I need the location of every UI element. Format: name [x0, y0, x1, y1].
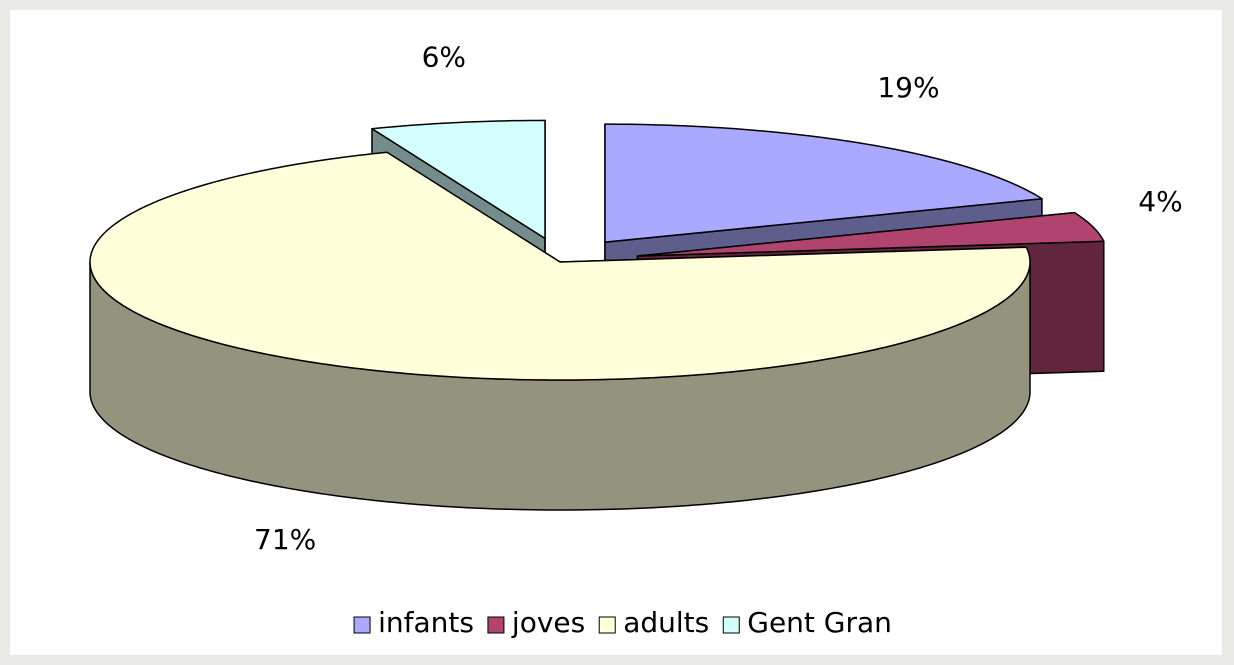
legend-swatch	[487, 616, 505, 634]
data-label: 6%	[422, 40, 466, 73]
legend-label: joves	[511, 606, 585, 639]
legend-label: adults	[623, 606, 709, 639]
slice-top	[604, 123, 1043, 243]
slice-top	[371, 119, 546, 240]
legend-swatch	[353, 616, 371, 634]
data-label: 19%	[877, 71, 939, 104]
data-label: 4%	[1138, 185, 1182, 218]
slice-top	[636, 211, 1105, 257]
legend-label: Gent Gran	[747, 606, 892, 639]
legend-label: infants	[378, 606, 474, 639]
slice-top	[89, 151, 1031, 381]
legend-swatch	[598, 616, 616, 634]
legend: infants joves adults Gent Gran	[353, 606, 892, 639]
data-label: 71%	[254, 523, 316, 556]
legend-swatch	[722, 616, 740, 634]
